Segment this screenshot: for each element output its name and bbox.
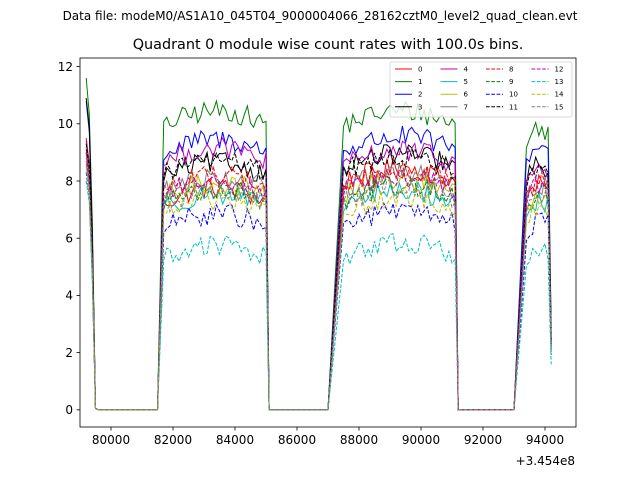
- x-tick-label: 94000: [526, 433, 564, 447]
- legend-label-4: 4: [464, 66, 469, 74]
- series-line-5: [85, 146, 552, 411]
- x-tick-label: 92000: [464, 433, 502, 447]
- x-axis: 80000 82000 84000 86000 88000 90000 92000 94000: [92, 427, 564, 447]
- series-line-10: [85, 172, 552, 411]
- legend-frame: [389, 61, 573, 118]
- series-line-6: [85, 155, 552, 411]
- chart-title: Quadrant 0 module wise count rates with …: [133, 37, 524, 53]
- legend-label-14: 14: [555, 91, 564, 99]
- series-line-11: [85, 143, 552, 411]
- legend-label-8: 8: [509, 66, 513, 74]
- x-tick-label: 84000: [216, 433, 254, 447]
- y-axis: 0 2 4 6 8 10 12: [58, 60, 80, 417]
- series-line-0: [85, 138, 552, 411]
- y-tick-label: 4: [65, 289, 73, 303]
- legend-label-11: 11: [509, 103, 518, 111]
- legend-label-10: 10: [509, 91, 518, 99]
- series-line-3: [85, 97, 552, 411]
- y-tick-label: 6: [65, 232, 73, 246]
- y-tick-label: 10: [58, 117, 73, 131]
- x-tick-label: 90000: [402, 433, 440, 447]
- axes-frame: [79, 57, 577, 428]
- series-line-8: [85, 149, 552, 411]
- y-tick-label: 12: [58, 60, 73, 74]
- series-line-4: [85, 137, 552, 411]
- x-tick-label: 82000: [154, 433, 192, 447]
- series-line-9: [85, 152, 552, 411]
- y-tick-label: 2: [65, 346, 73, 360]
- legend-label-1: 1: [418, 78, 422, 86]
- legend-label-2: 2: [418, 91, 422, 99]
- legend-label-12: 12: [555, 66, 564, 74]
- series-line-15: [85, 163, 552, 411]
- legend-label-7: 7: [464, 103, 468, 111]
- legend-label-5: 5: [464, 78, 468, 86]
- x-tick-label: 86000: [278, 433, 316, 447]
- legend-label-6: 6: [464, 91, 469, 99]
- suptitle: Data file: modeM0/AS1A10_045T04_90000040…: [63, 9, 578, 23]
- series-line-13: [85, 180, 552, 411]
- legend-label-15: 15: [555, 103, 564, 111]
- legend-label-13: 13: [555, 78, 564, 86]
- series-line-14: [85, 166, 552, 411]
- legend-label-9: 9: [509, 78, 513, 86]
- legend-label-3: 3: [418, 103, 422, 111]
- series-line-12: [85, 152, 552, 411]
- series-line-7: [85, 160, 552, 411]
- series-line-2: [85, 100, 552, 411]
- x-offset-label: +3.454e8: [516, 454, 575, 468]
- y-tick-label: 0: [65, 403, 73, 417]
- x-tick-label: 80000: [92, 433, 130, 447]
- series-line-1: [85, 77, 552, 411]
- y-tick-label: 8: [65, 174, 73, 188]
- legend-label-0: 0: [418, 66, 422, 74]
- plot-area: [85, 77, 552, 411]
- x-tick-label: 88000: [340, 433, 378, 447]
